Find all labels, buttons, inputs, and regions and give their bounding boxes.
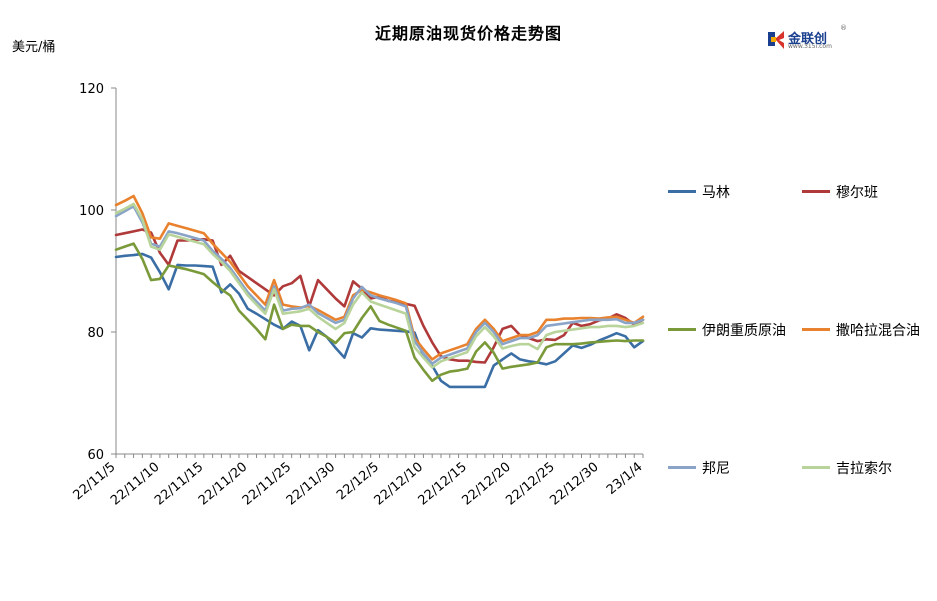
legend-swatch — [802, 466, 830, 469]
logo-text: 金联创 — [788, 32, 828, 47]
legend-swatch — [802, 190, 830, 193]
y-tick-label: 80 — [87, 326, 104, 341]
logo-registered-mark: ® — [840, 24, 847, 32]
chart-title: 近期原油现货价格走势图 — [374, 24, 562, 43]
legend-label: 伊朗重质原油 — [702, 323, 786, 339]
legend-label: 马林 — [702, 185, 730, 201]
logo-subtext: www.315i.com — [788, 43, 832, 50]
legend-label: 邦尼 — [702, 461, 730, 477]
legend-label: 穆尔班 — [836, 185, 878, 201]
brand-logo: 金联创 www.315i.com ® — [766, 24, 856, 52]
x-tick-label: 23/1/4 — [604, 460, 646, 498]
series-line-5 — [114, 205, 645, 366]
logo-icon — [768, 31, 784, 49]
legend-swatch — [802, 328, 830, 331]
legend-swatch — [668, 190, 696, 193]
y-tick-label: 120 — [79, 82, 104, 97]
series-line-1 — [114, 252, 645, 389]
y-tick-label: 60 — [87, 448, 104, 463]
legend-swatch — [668, 328, 696, 331]
legend-label: 吉拉索尔 — [836, 461, 892, 477]
x-tick-label: 22/12/30 — [547, 460, 601, 509]
series-line-3 — [114, 242, 645, 383]
y-tick-label: 100 — [79, 204, 104, 219]
series-line-4 — [114, 194, 645, 361]
y-axis-unit-label: 美元/桶 — [12, 40, 56, 55]
legend-label: 撒哈拉混合油 — [836, 323, 920, 339]
series-line-6 — [114, 202, 645, 369]
legend-swatch — [668, 466, 696, 469]
x-tick-label: 22/11/30 — [284, 460, 338, 509]
